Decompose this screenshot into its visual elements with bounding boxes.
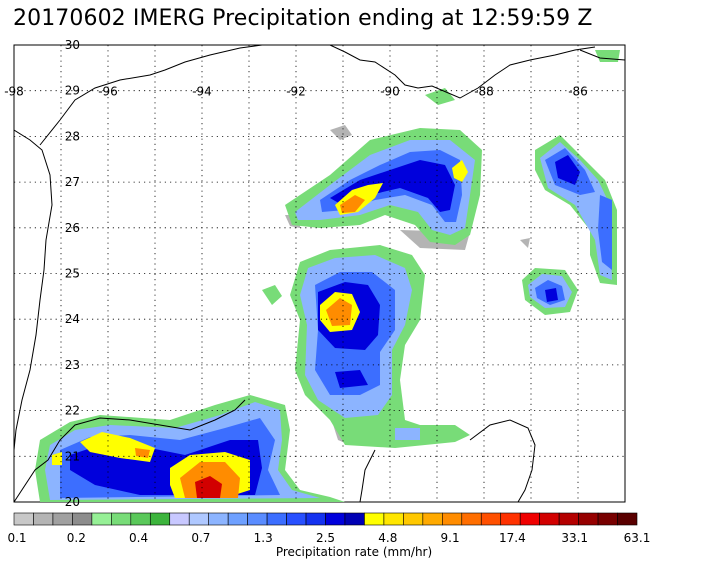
colorbar-swatch bbox=[305, 512, 326, 526]
colorbar-label: 4.8 bbox=[378, 531, 398, 545]
colorbar bbox=[13, 512, 638, 526]
longitude-label: -92 bbox=[286, 85, 306, 99]
colorbar-label: 1.3 bbox=[253, 531, 273, 545]
latitude-label: 22 bbox=[65, 404, 80, 418]
colorbar-label: 0.1 bbox=[7, 531, 27, 545]
colorbar-swatch bbox=[519, 512, 540, 526]
latitude-label: 21 bbox=[65, 449, 80, 463]
colorbar-label: 17.4 bbox=[499, 531, 526, 545]
longitude-label: -86 bbox=[568, 85, 588, 99]
colorbar-swatch bbox=[422, 512, 443, 526]
colorbar-swatch bbox=[539, 512, 560, 526]
latitude-label: 26 bbox=[65, 221, 80, 235]
colorbar-swatch bbox=[130, 512, 151, 526]
colorbar-swatch bbox=[227, 512, 248, 526]
colorbar-swatch bbox=[364, 512, 385, 526]
colorbar-swatch bbox=[111, 512, 132, 526]
colorbar-label: 0.4 bbox=[129, 531, 149, 545]
longitude-labels: -98 -96 -94 -92 -90 -88 -86 bbox=[4, 85, 588, 99]
colorbar-swatch bbox=[149, 512, 171, 526]
latitude-label: 24 bbox=[65, 312, 80, 326]
colorbar-swatch bbox=[578, 512, 599, 526]
colorbar-swatch bbox=[91, 512, 112, 526]
colorbar-swatch bbox=[13, 512, 34, 526]
coastline bbox=[14, 45, 625, 502]
colorbar-label: 2.5 bbox=[315, 531, 336, 545]
latitude-label: 20 bbox=[65, 495, 80, 509]
latitude-label: 23 bbox=[65, 358, 80, 372]
colorbar-swatch bbox=[383, 512, 404, 526]
latitude-label: 30 bbox=[65, 38, 80, 52]
latitude-label: 28 bbox=[65, 129, 80, 143]
colorbar-swatch bbox=[325, 512, 346, 526]
colorbar-label: 0.2 bbox=[66, 531, 86, 545]
colorbar-swatch bbox=[247, 512, 268, 526]
colorbar-swatch bbox=[558, 512, 579, 526]
colorbar-swatch bbox=[480, 512, 502, 526]
longitude-label: -88 bbox=[474, 85, 494, 99]
colorbar-swatch bbox=[52, 512, 73, 526]
longitude-label: -98 bbox=[4, 85, 24, 99]
latitude-labels: 20 21 22 23 24 25 26 27 28 29 30 bbox=[65, 38, 80, 509]
colorbar-swatch bbox=[617, 512, 638, 526]
longitude-label: -96 bbox=[98, 85, 118, 99]
colorbar-swatch bbox=[33, 512, 54, 526]
colorbar-swatch bbox=[286, 512, 307, 526]
colorbar-swatch bbox=[208, 512, 229, 526]
colorbar-swatch bbox=[442, 512, 463, 526]
colorbar-swatch bbox=[461, 512, 482, 526]
colorbar-swatch bbox=[344, 512, 365, 526]
longitude-label: -94 bbox=[192, 85, 212, 99]
colorbar-title: Precipitation rate (mm/hr) bbox=[275, 545, 433, 559]
colorbar-label: 33.1 bbox=[561, 531, 589, 545]
longitude-label: -90 bbox=[380, 85, 400, 99]
map-title: 20170602 IMERG Precipitation ending at 1… bbox=[13, 6, 593, 31]
latitude-label: 27 bbox=[65, 175, 80, 189]
latitude-label: 29 bbox=[65, 84, 80, 98]
colorbar-swatch bbox=[188, 512, 209, 526]
colorbar-swatch bbox=[266, 512, 287, 526]
colorbar-swatch bbox=[169, 512, 190, 526]
colorbar-label: 0.7 bbox=[191, 531, 211, 545]
latitude-label: 25 bbox=[65, 267, 80, 281]
colorbar-swatch bbox=[597, 512, 618, 526]
colorbar-swatch bbox=[500, 512, 521, 526]
precipitation-field bbox=[35, 50, 620, 502]
colorbar-label: 9.1 bbox=[440, 531, 460, 545]
colorbar-label: 63.1 bbox=[623, 531, 651, 545]
colorbar-swatch bbox=[403, 512, 424, 526]
colorbar-swatch bbox=[72, 512, 93, 526]
